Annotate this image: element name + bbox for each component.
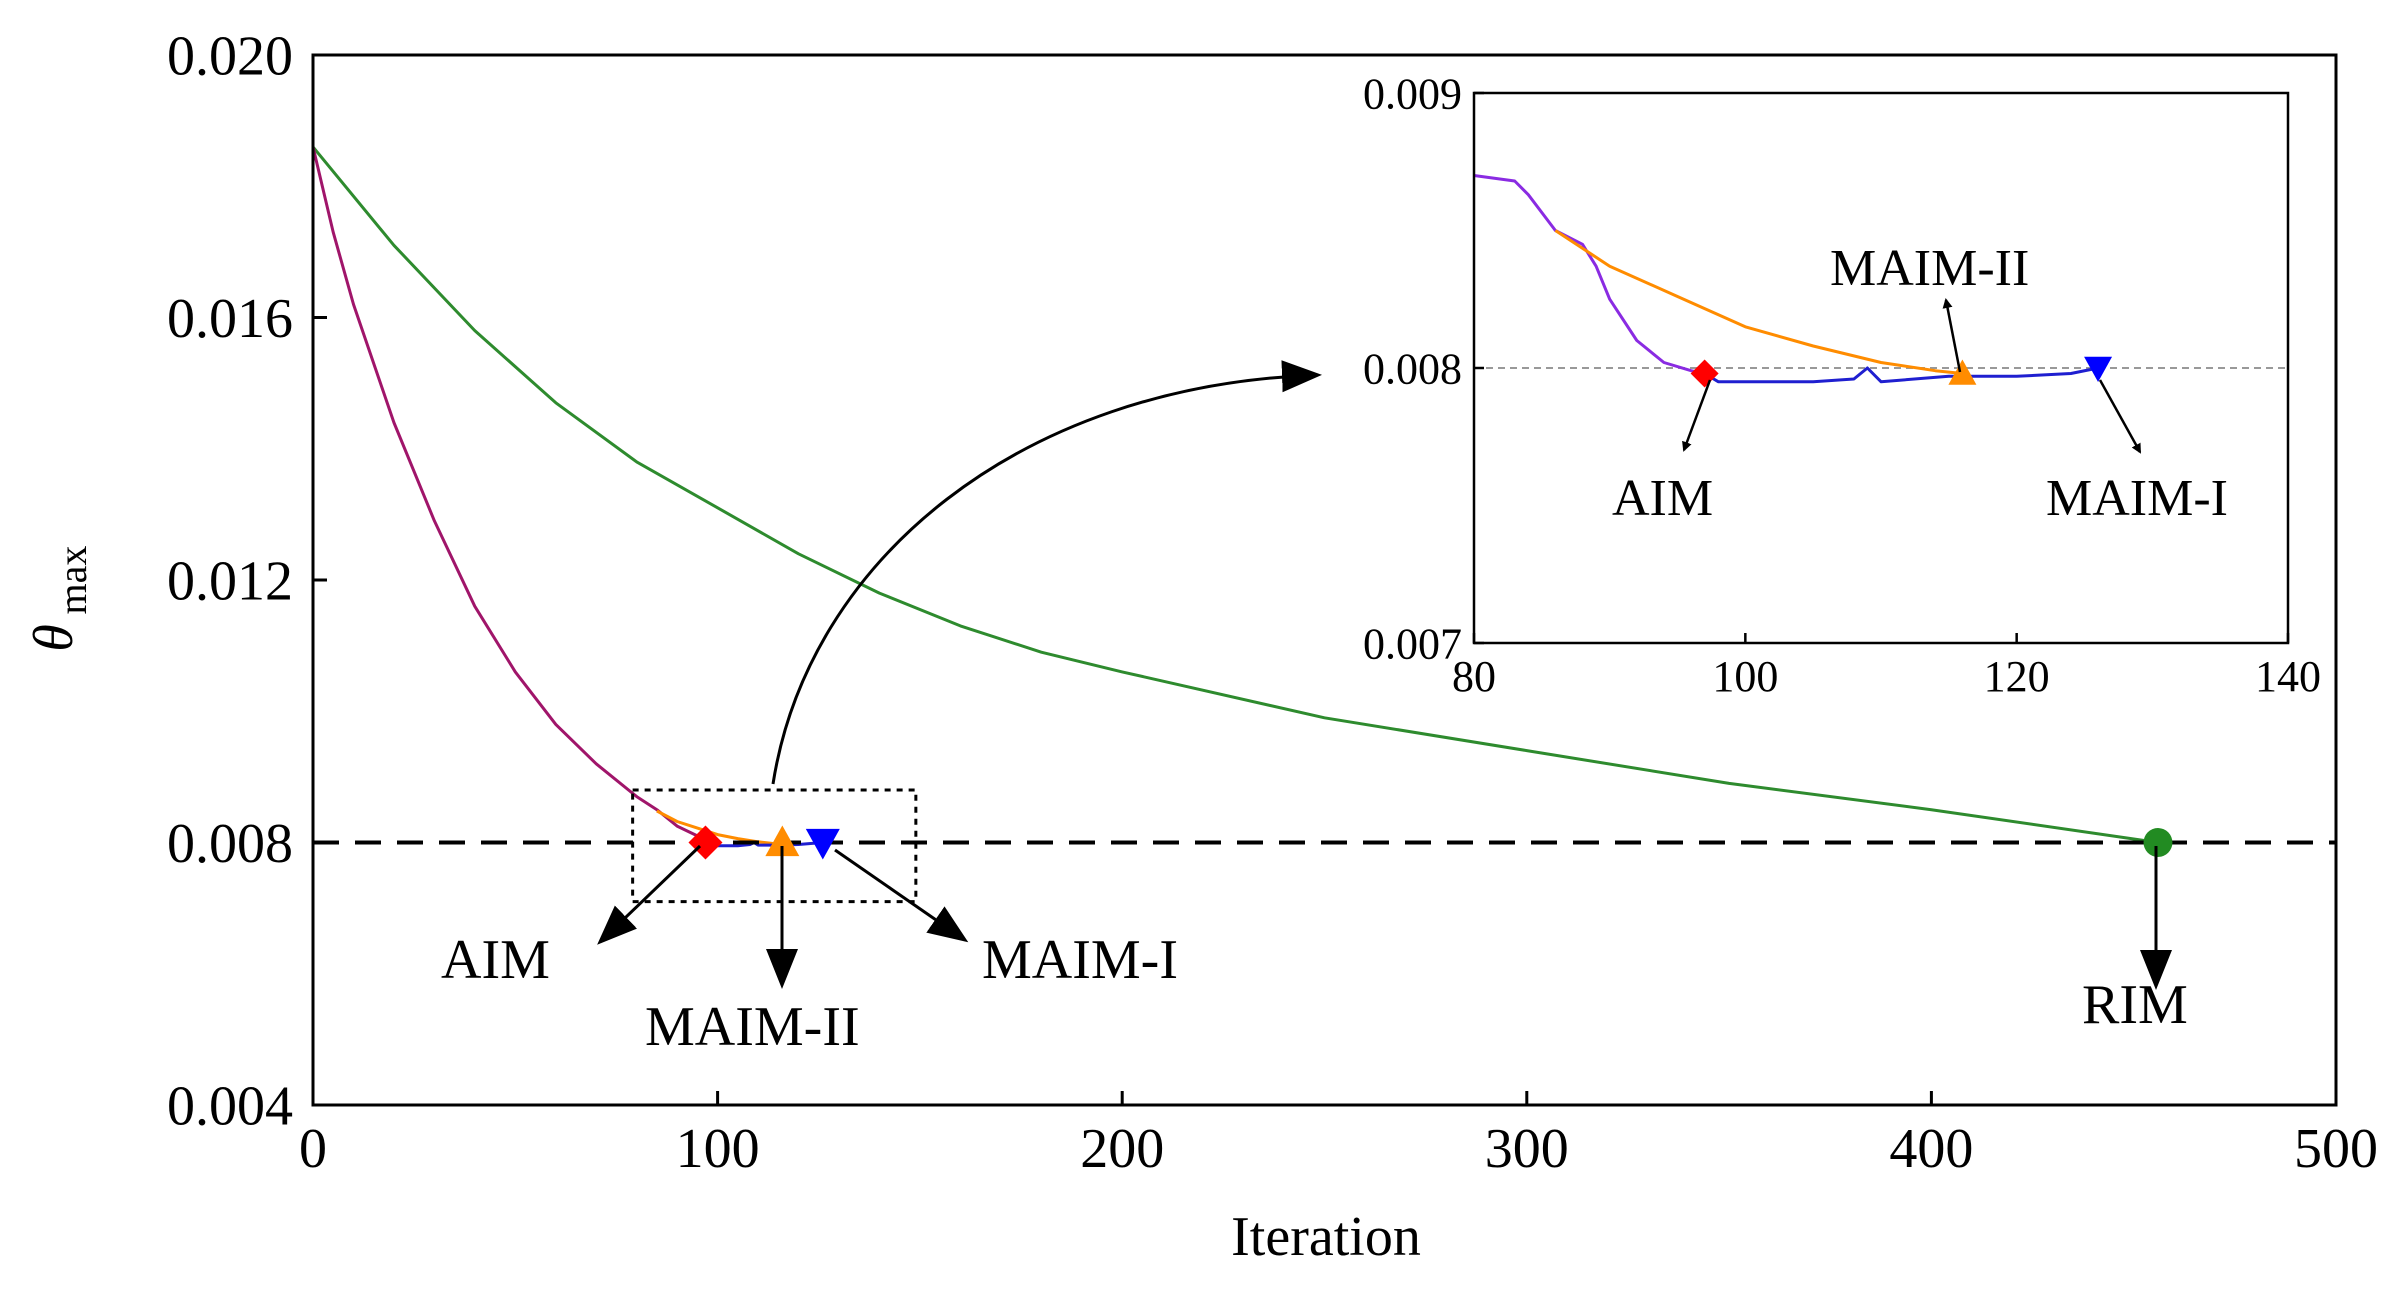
main-marker-maim-ii [765, 825, 800, 857]
inset-series-maim-i [1703, 366, 2099, 384]
inset-x-tick-label: 80 [1452, 652, 1496, 701]
inset-maim1-annotation: MAIM-I [2046, 470, 2228, 527]
main-plot: 0 100 200 300 400 500 0.004 0.008 0.012 0.016 0.0… [23, 26, 2378, 1268]
inset-marker-maim-ii [1948, 359, 1977, 385]
main-x-tick-label: 100 [676, 1118, 760, 1180]
inset-x-tick-label: 120 [1984, 652, 2050, 701]
main-x-tick-label: 400 [1889, 1118, 1973, 1180]
main-y-tick-label: 0.016 [167, 288, 293, 350]
inset-marker-aim [1690, 359, 1719, 388]
main-y-tick-label: 0.012 [167, 551, 293, 613]
y-axis-label: θ max [23, 546, 95, 652]
aim-arrow [597, 844, 702, 945]
inset-y-tick-label: 0.008 [1363, 344, 1462, 393]
zoom-connector-arrow [771, 360, 1322, 785]
inset-maim1-arrow [2098, 379, 2142, 454]
inset-x-tick-label: 100 [1712, 652, 1778, 701]
maim1-arrow [834, 848, 969, 943]
main-y-tick-label: 0.008 [167, 813, 293, 875]
inset-marker-maim-i [2084, 356, 2113, 382]
maim2-annotation: MAIM-II [645, 996, 860, 1058]
main-y-tick-label: 0.004 [167, 1076, 293, 1138]
main-series-aim [311, 146, 707, 845]
main-series-rim [311, 145, 2159, 844]
inset-y-tick-label: 0.009 [1363, 69, 1462, 118]
x-axis-label: Iteration [1231, 1206, 1421, 1268]
main-y-tick-label: 0.020 [167, 26, 293, 88]
aim-annotation: AIM [441, 929, 550, 991]
main-x-tick-label: 0 [299, 1118, 327, 1180]
inset-aim-annotation: AIM [1612, 470, 1713, 527]
inset-maim2-arrow [1942, 298, 1962, 373]
main-x-tick-label: 300 [1485, 1118, 1569, 1180]
main-marker-rim [2143, 828, 2173, 857]
main-x-tick-label: 500 [2294, 1118, 2378, 1180]
rim-annotation: RIM [2082, 974, 2188, 1036]
main-series-maim-ii [656, 809, 783, 846]
main-marker-aim [688, 825, 723, 860]
y-axis-subscript: max [50, 546, 95, 615]
inset-maim2-annotation: MAIM-II [1830, 240, 2029, 297]
inset-x-tick-label: 140 [2255, 652, 2321, 701]
main-marker-maim-i [805, 828, 840, 860]
inset-series-aim [1473, 174, 1705, 375]
zoom-box [631, 788, 918, 904]
inset-series-maim-ii [1554, 229, 1963, 375]
inset-aim-arrow [1682, 379, 1712, 452]
maim1-annotation: MAIM-I [982, 929, 1178, 991]
y-axis-symbol: θ [23, 624, 85, 652]
inset-y-tick-label: 0.007 [1363, 619, 1462, 668]
main-x-tick-label: 200 [1080, 1118, 1164, 1180]
